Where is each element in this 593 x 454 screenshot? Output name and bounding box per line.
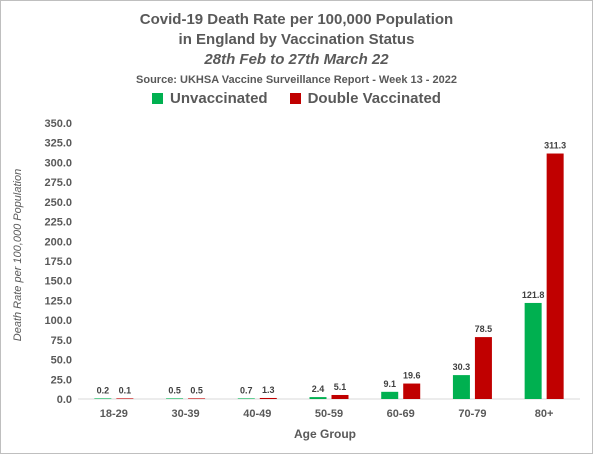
- bar-double-vaccinated: [474, 337, 492, 399]
- chart-title: Covid-19 Death Rate per 100,000 Populati…: [139, 11, 454, 28]
- y-tick-label: 100.0: [44, 315, 72, 327]
- y-tick-label: 75.0: [51, 335, 72, 347]
- bar-unvaccinated: [237, 398, 255, 399]
- data-label: 121.8: [522, 290, 545, 300]
- x-axis-title: Age Group: [294, 427, 356, 441]
- y-tick-label: 50.0: [51, 355, 72, 367]
- y-axis-title: Death Rate per 100,000 Population: [12, 169, 24, 341]
- bar-unvaccinated: [309, 397, 327, 399]
- bar-double-vaccinated: [188, 398, 206, 399]
- y-tick-label: 250.0: [44, 197, 72, 209]
- x-tick-label: 60-69: [387, 408, 415, 420]
- chart-source: Source: UKHSA Vaccine Surveillance Repor…: [136, 74, 457, 86]
- data-label: 0.7: [240, 385, 253, 395]
- bar-double-vaccinated: [546, 153, 564, 399]
- legend: Unvaccinated Double Vaccinated: [0, 90, 593, 107]
- y-tick-label: 25.0: [51, 374, 72, 386]
- y-tick-label: 175.0: [44, 256, 72, 268]
- legend-swatch-double-vaccinated: [289, 93, 301, 104]
- data-label: 2.4: [312, 384, 325, 394]
- x-tick-label: 70-79: [458, 408, 486, 420]
- y-tick-label: 225.0: [44, 217, 72, 229]
- chart-subtitle: 28th Feb to 27th March 22: [204, 51, 389, 68]
- chart-titles: Covid-19 Death Rate per 100,000 Populati…: [0, 10, 593, 89]
- y-tick-label: 150.0: [44, 276, 72, 288]
- data-label: 0.1: [119, 385, 132, 395]
- y-tick-label: 300.0: [44, 157, 72, 169]
- bar-double-vaccinated: [331, 394, 349, 399]
- x-tick-label: 50-59: [315, 408, 343, 420]
- legend-item-unvaccinated: Unvaccinated: [152, 90, 268, 107]
- bar-unvaccinated: [166, 398, 184, 399]
- data-label: 1.3: [262, 385, 275, 395]
- data-label: 0.2: [97, 385, 110, 395]
- bar-double-vaccinated: [116, 398, 134, 399]
- legend-item-double-vaccinated: Double Vaccinated: [289, 90, 441, 107]
- data-label: 5.1: [334, 382, 347, 392]
- bar-double-vaccinated: [259, 397, 277, 399]
- x-tick-label: 40-49: [243, 408, 271, 420]
- x-tick-label: 80+: [535, 408, 554, 420]
- x-tick-label: 18-29: [100, 408, 128, 420]
- legend-label-double-vaccinated: Double Vaccinated: [307, 90, 441, 107]
- x-tick-label: 30-39: [172, 408, 200, 420]
- bar-unvaccinated: [94, 398, 112, 399]
- data-label: 0.5: [168, 385, 181, 395]
- data-label: 78.5: [475, 324, 493, 334]
- y-tick-label: 200.0: [44, 236, 72, 248]
- data-label: 19.6: [403, 371, 421, 381]
- bar-unvaccinated: [452, 375, 470, 399]
- data-label: 9.1: [383, 379, 396, 389]
- y-tick-label: 0.0: [57, 394, 72, 406]
- bar-double-vaccinated: [403, 383, 421, 399]
- data-label: 30.3: [453, 362, 471, 372]
- y-tick-label: 350.0: [44, 118, 72, 130]
- bar-unvaccinated: [524, 302, 542, 399]
- bar-unvaccinated: [381, 391, 399, 399]
- chart-title-line2: in England by Vaccination Status: [178, 31, 415, 48]
- y-tick-label: 325.0: [44, 138, 72, 150]
- y-tick-label: 275.0: [44, 177, 72, 189]
- legend-swatch-unvaccinated: [152, 93, 164, 104]
- data-label: 311.3: [544, 141, 566, 151]
- data-label: 0.5: [190, 385, 203, 395]
- legend-label-unvaccinated: Unvaccinated: [170, 90, 268, 107]
- y-tick-label: 125.0: [44, 295, 72, 307]
